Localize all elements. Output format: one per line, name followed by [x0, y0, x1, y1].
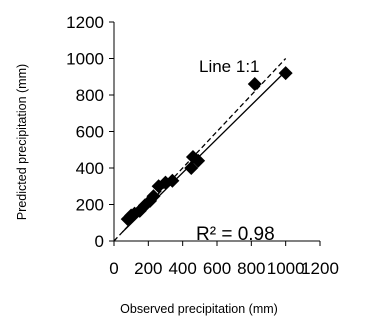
- y-tick-label: 0: [95, 232, 104, 251]
- y-tick-label: 1000: [66, 50, 104, 69]
- data-point: [191, 153, 206, 168]
- x-tick-label: 200: [134, 259, 162, 278]
- x-tick-label: 1200: [301, 259, 339, 278]
- axes: [109, 21, 321, 246]
- data-point: [120, 212, 135, 227]
- x-tick-label: 800: [237, 259, 265, 278]
- y-tick-label: 200: [76, 196, 104, 215]
- y-tick-label: 800: [76, 86, 104, 105]
- data-point: [165, 173, 180, 188]
- data-point: [247, 77, 262, 92]
- y-tick-label: 600: [76, 123, 104, 142]
- data-point: [184, 161, 199, 175]
- data-point: [278, 66, 293, 81]
- line-1-1-label: Line 1:1: [199, 57, 260, 76]
- x-axis-title: Observed precipitation (mm): [120, 302, 278, 316]
- y-tick-label: 1200: [66, 13, 104, 32]
- x-tick-label: 400: [168, 259, 196, 278]
- y-axis-title: Predicted precipitation (mm): [15, 64, 29, 220]
- r-squared-label: R² = 0.98: [196, 224, 275, 245]
- data-points: [120, 66, 293, 227]
- y-tick-label: 400: [76, 159, 104, 178]
- x-tick-label: 600: [203, 259, 231, 278]
- data-point: [146, 189, 161, 204]
- y-tick-labels: 0 200 400 600 800 1000 1200: [66, 13, 104, 251]
- x-tick-label: 0: [109, 259, 118, 278]
- x-tick-label: 1000: [267, 259, 305, 278]
